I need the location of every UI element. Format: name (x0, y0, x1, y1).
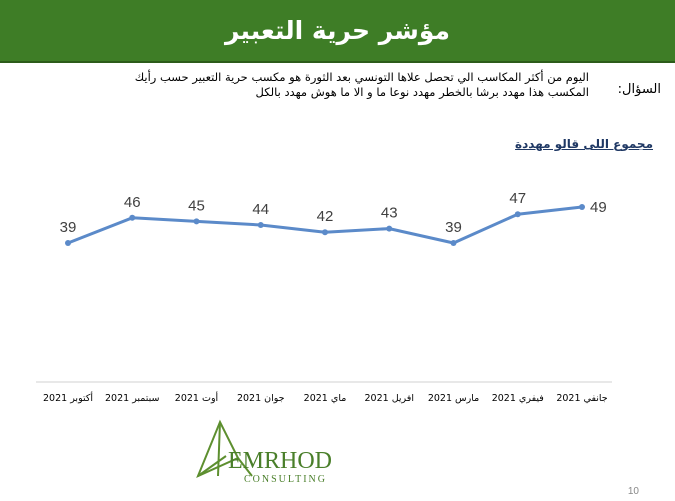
x-tick-label: مارس 2021 (428, 393, 479, 404)
series-label: مجموع اللى قالو مهددة (515, 137, 653, 151)
data-label: 45 (188, 197, 205, 214)
page-number: 10 (627, 486, 639, 497)
x-tick-label: أكتوبر 2021 (43, 391, 93, 404)
data-point (579, 204, 585, 210)
data-point (450, 240, 457, 246)
data-point (322, 229, 328, 236)
data-label: 46 (124, 194, 141, 211)
logo-subtext: CONSULTING (244, 474, 327, 485)
emrhod-logo: EMRHOD CONSULTING (196, 419, 332, 485)
x-tick-label: ماي 2021 (304, 393, 347, 404)
data-label: 47 (509, 190, 526, 207)
x-tick-label: جوان 2021 (237, 393, 285, 404)
data-label: 39 (60, 219, 77, 236)
title-banner: مؤشر حرية التعبير (0, 0, 675, 63)
question-text: اليوم من أكثر المكاسب الي تحصل علاها الت… (134, 70, 589, 99)
question-label: السؤال: (617, 82, 661, 97)
x-tick-label: جانفي 2021 (556, 393, 607, 404)
logo-mark-icon (196, 419, 253, 478)
data-label: 44 (252, 201, 269, 218)
page-title: مؤشر حرية التعبير (224, 16, 451, 45)
data-label: 39 (445, 219, 462, 236)
x-tick-label: فيفري 2021 (492, 393, 544, 404)
data-label: 42 (317, 208, 334, 225)
data-point (514, 211, 521, 218)
data-point (193, 218, 200, 225)
data-point (386, 225, 393, 232)
data-point (257, 222, 264, 228)
line-chart: 49 جانفي 2021 47 فيفري 2021 39 مارس 2021 43 افر… (36, 190, 612, 404)
x-tick-label: سبتمبر 2021 (105, 393, 160, 404)
data-point (65, 240, 71, 246)
logo-name: EMRHOD (228, 448, 332, 474)
data-point (129, 214, 136, 221)
data-label: 43 (381, 205, 398, 222)
x-tick-label: افريل 2021 (365, 393, 414, 404)
data-label: 49 (590, 199, 607, 216)
x-tick-label: أوت 2021 (175, 391, 219, 404)
